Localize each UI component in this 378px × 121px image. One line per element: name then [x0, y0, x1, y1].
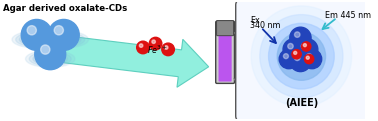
- FancyArrow shape: [64, 36, 209, 87]
- Circle shape: [251, 6, 352, 106]
- Circle shape: [164, 46, 168, 49]
- Circle shape: [48, 19, 79, 50]
- Circle shape: [307, 54, 311, 59]
- Text: Fe$^{3+}$: Fe$^{3+}$: [147, 44, 168, 56]
- Circle shape: [284, 54, 288, 59]
- Circle shape: [41, 45, 50, 54]
- Circle shape: [35, 39, 66, 70]
- Circle shape: [283, 39, 304, 60]
- Circle shape: [139, 44, 143, 47]
- Circle shape: [302, 42, 311, 51]
- Circle shape: [149, 37, 162, 50]
- Circle shape: [305, 54, 314, 64]
- Text: (AIEE): (AIEE): [285, 98, 318, 109]
- Circle shape: [290, 50, 311, 72]
- Text: 340 nm: 340 nm: [250, 21, 281, 30]
- Ellipse shape: [12, 31, 62, 48]
- Circle shape: [162, 43, 174, 56]
- Circle shape: [137, 41, 149, 54]
- Circle shape: [294, 51, 297, 54]
- Circle shape: [260, 15, 343, 98]
- Circle shape: [54, 26, 64, 35]
- FancyBboxPatch shape: [218, 36, 232, 82]
- Circle shape: [268, 23, 334, 89]
- Ellipse shape: [19, 34, 54, 45]
- Circle shape: [294, 55, 300, 60]
- FancyBboxPatch shape: [236, 0, 367, 121]
- Circle shape: [288, 43, 293, 49]
- Text: Ex: Ex: [250, 16, 260, 25]
- Circle shape: [279, 49, 299, 69]
- Ellipse shape: [16, 32, 58, 47]
- Circle shape: [290, 27, 311, 48]
- Circle shape: [27, 26, 36, 35]
- Circle shape: [301, 43, 307, 49]
- Circle shape: [21, 19, 52, 50]
- Circle shape: [306, 56, 309, 59]
- FancyBboxPatch shape: [216, 21, 234, 83]
- Ellipse shape: [25, 50, 75, 67]
- Text: Agar derived oxalate-CDs: Agar derived oxalate-CDs: [3, 4, 127, 13]
- Circle shape: [277, 32, 325, 80]
- Circle shape: [302, 49, 322, 69]
- Ellipse shape: [46, 34, 81, 45]
- Ellipse shape: [29, 52, 71, 66]
- Circle shape: [297, 39, 318, 60]
- FancyBboxPatch shape: [217, 21, 234, 36]
- Ellipse shape: [33, 53, 68, 65]
- Circle shape: [303, 44, 307, 47]
- Circle shape: [294, 32, 300, 37]
- Circle shape: [152, 40, 155, 43]
- Ellipse shape: [43, 32, 85, 47]
- Circle shape: [292, 50, 301, 59]
- Ellipse shape: [39, 31, 88, 48]
- Text: Em 445 nm: Em 445 nm: [325, 11, 371, 20]
